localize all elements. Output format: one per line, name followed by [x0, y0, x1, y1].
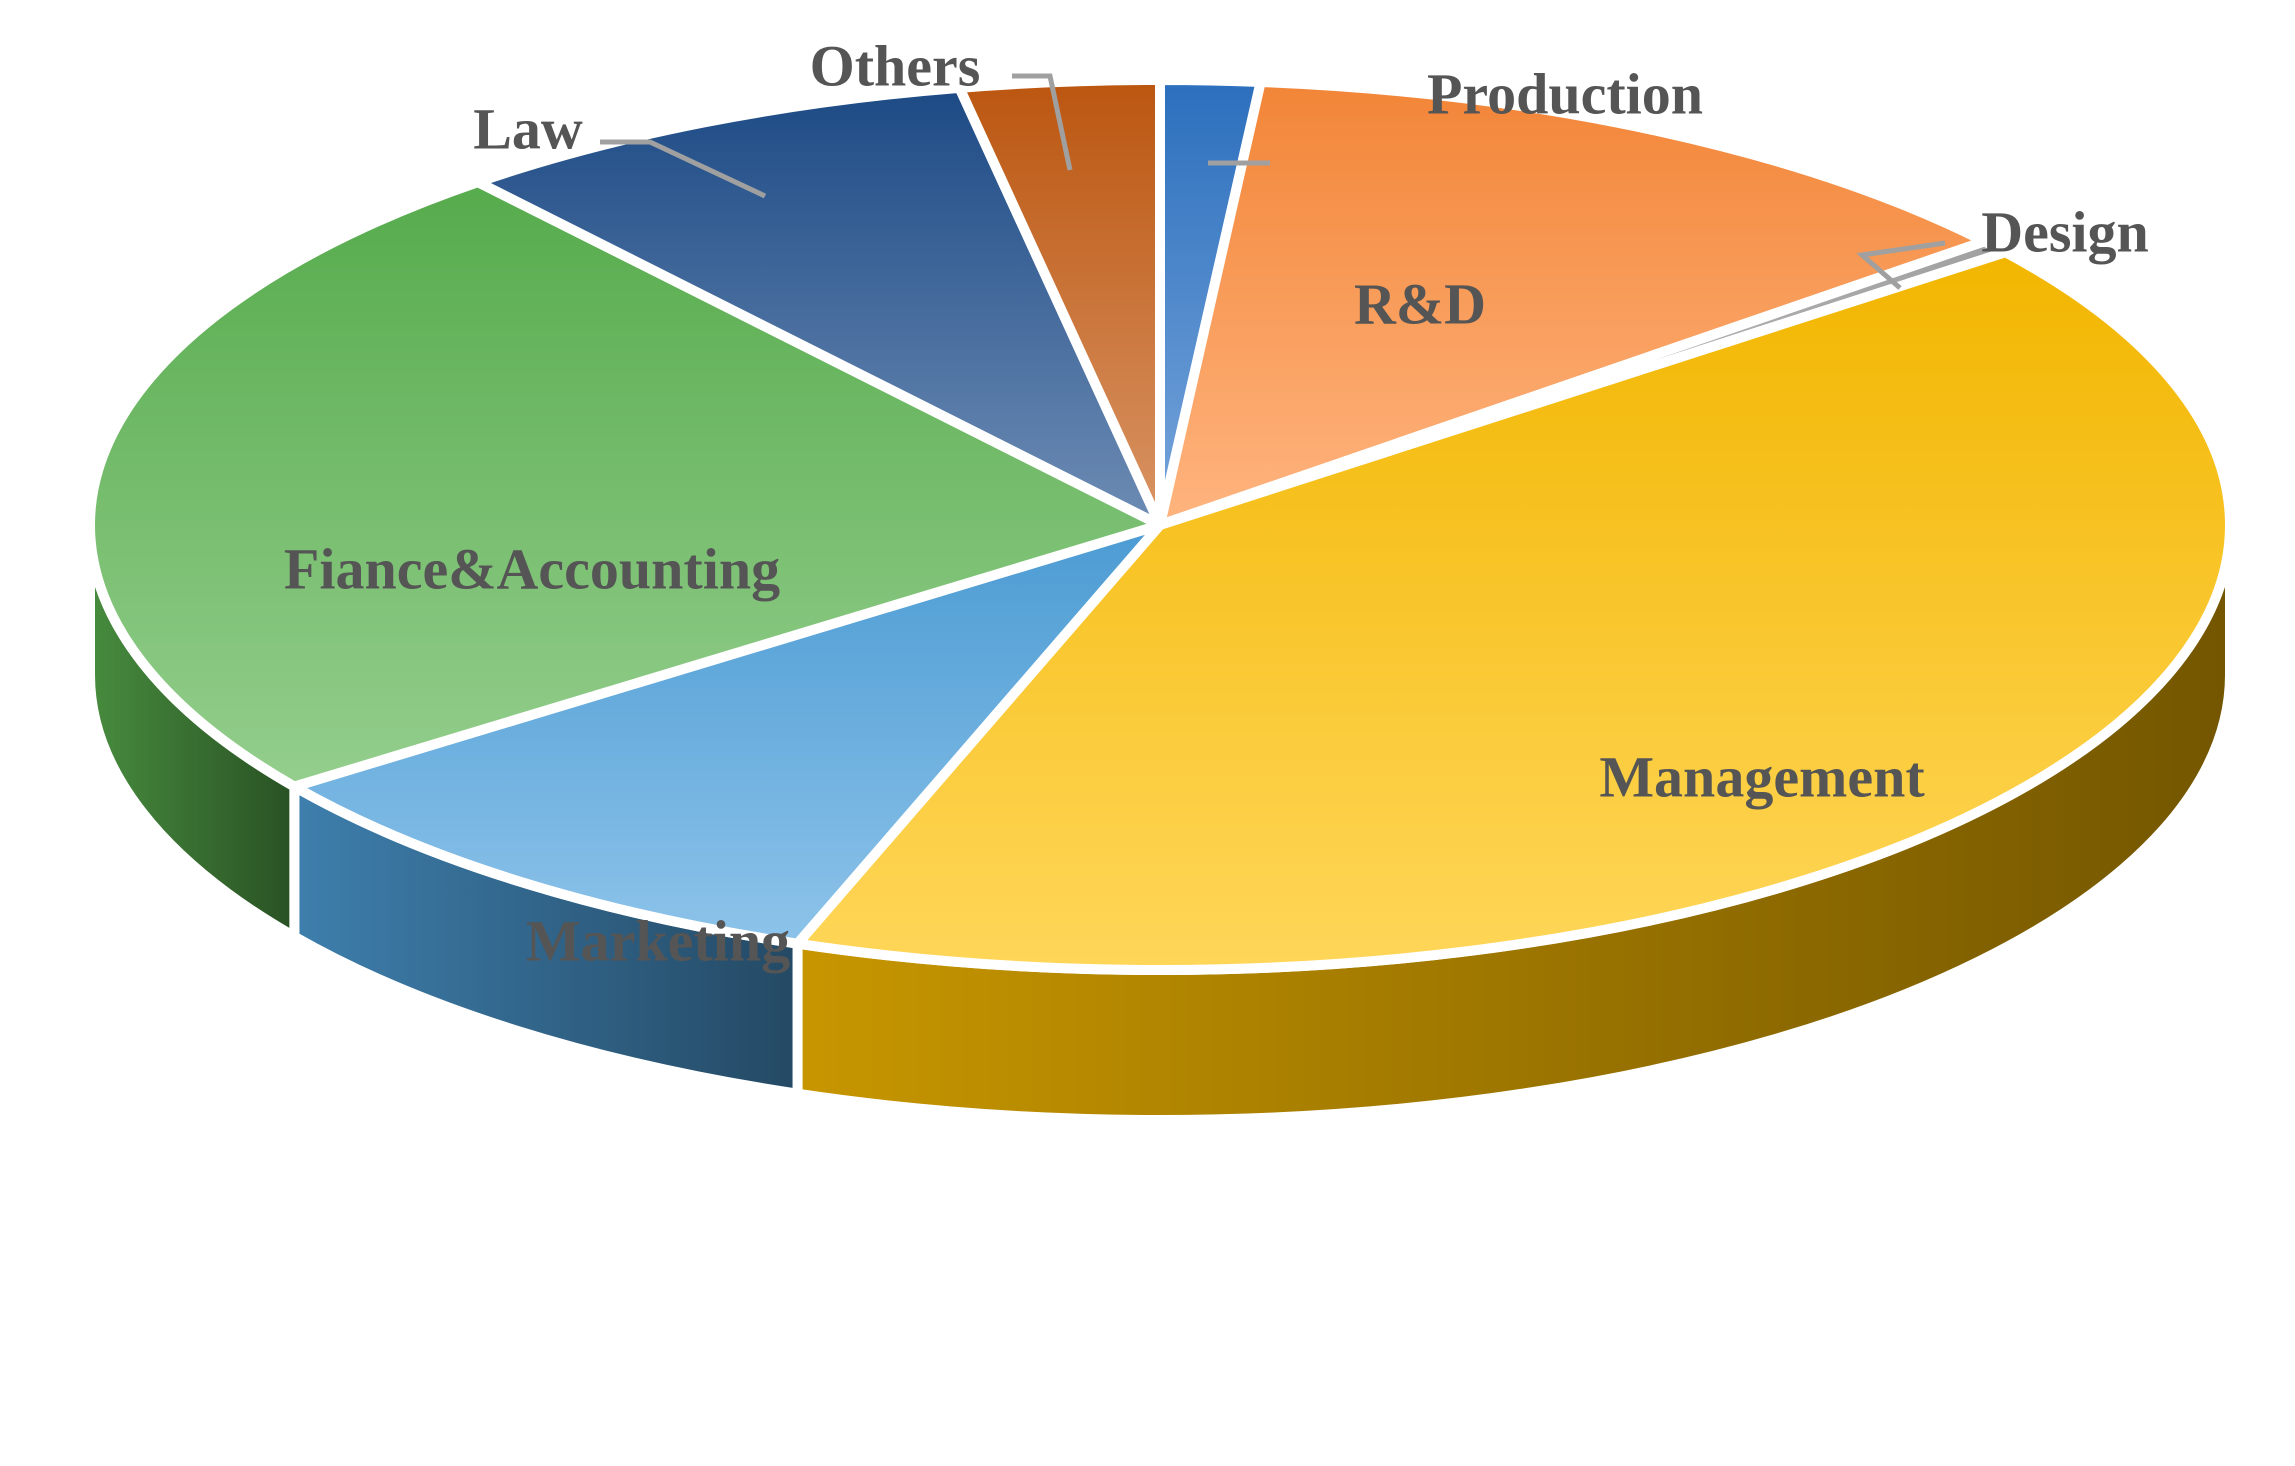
slice-labels: Production R&D Design Management Marketing Fi…	[284, 33, 2149, 973]
label-design: Design	[1981, 199, 2149, 264]
slice-others	[954, 75, 1165, 530]
label-production: Production	[1427, 61, 1703, 126]
leader-line-design	[1856, 240, 1946, 290]
slice-r-d	[1155, 76, 1990, 530]
pie-slices	[85, 75, 2236, 975]
label-r-d: R&D	[1354, 271, 1486, 336]
slice-law	[472, 82, 1165, 530]
label-law: Law	[473, 96, 583, 161]
leader-line-law	[600, 139, 767, 199]
slice-fiance-accounting	[85, 177, 1165, 792]
label-marketing: Marketing	[526, 908, 790, 973]
label-fiance-accounting: Fiance&Accounting	[284, 536, 780, 601]
leader-lines	[600, 73, 1946, 290]
label-others: Others	[810, 33, 981, 98]
leader-line-others	[1012, 73, 1073, 171]
label-management: Management	[1599, 744, 1925, 809]
slice-management	[792, 247, 2236, 975]
slice-marketing	[289, 520, 1165, 949]
